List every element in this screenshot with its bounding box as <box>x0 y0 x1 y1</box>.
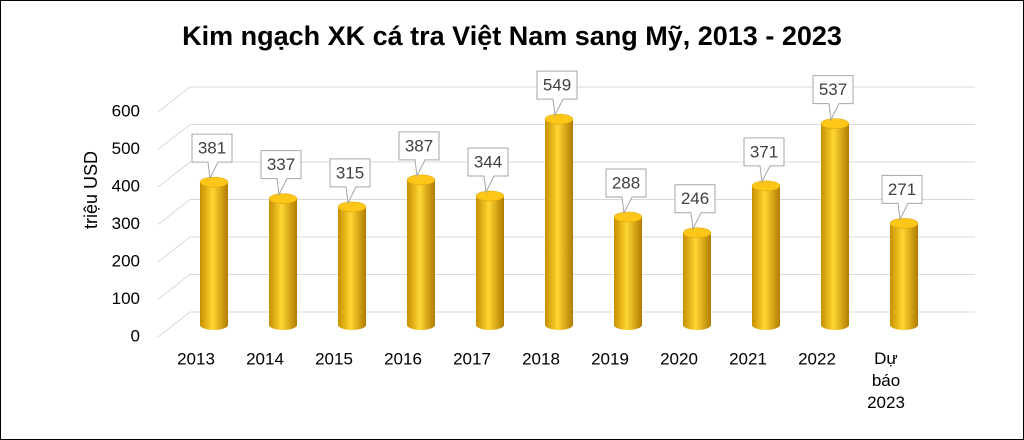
value-label: 344 <box>474 152 502 171</box>
callout <box>881 174 923 222</box>
bar <box>337 201 367 330</box>
bar-top <box>475 190 505 202</box>
grid-line <box>157 124 975 150</box>
bar-top <box>682 227 712 238</box>
value-label: 371 <box>750 142 778 161</box>
bar-top <box>889 218 919 229</box>
callout <box>743 137 785 184</box>
callout <box>467 147 509 194</box>
value-label: 387 <box>405 136 433 155</box>
bar-body <box>200 182 228 330</box>
value-label: 337 <box>267 155 295 174</box>
value-label: 381 <box>198 139 226 158</box>
bar <box>475 190 505 330</box>
bar <box>889 218 919 330</box>
bar <box>199 176 229 330</box>
x-tick-label: 2021 <box>729 349 767 368</box>
x-tick-label: 2013 <box>177 349 215 368</box>
x-tick-label: 2016 <box>384 349 422 368</box>
bar-body <box>476 196 504 330</box>
y-tick-label: 100 <box>112 289 140 308</box>
bar <box>613 211 643 330</box>
bar-body <box>752 185 780 330</box>
bar-top <box>268 193 298 204</box>
bar-top <box>337 201 367 213</box>
bar-top <box>199 176 229 188</box>
bar <box>751 180 781 330</box>
y-tick-label: 600 <box>112 101 140 120</box>
bar-body <box>338 206 366 330</box>
bar <box>682 227 712 330</box>
value-label: 537 <box>819 80 847 99</box>
bar <box>406 174 436 330</box>
bar <box>820 118 850 330</box>
grid-line <box>157 161 975 188</box>
x-tick-label: 2020 <box>660 349 698 368</box>
grid-line <box>157 274 975 300</box>
bar-body <box>890 223 918 330</box>
callout <box>329 158 371 205</box>
y-axis-label: triệu USD <box>81 151 101 229</box>
x-tick-label: 2014 <box>246 349 284 368</box>
chart-title: Kim ngạch XK cá tra Việt Nam sang Mỹ, 20… <box>182 21 842 51</box>
grid-line <box>157 311 975 338</box>
bar-top <box>544 113 574 125</box>
callout <box>536 70 578 117</box>
bar-body <box>407 179 435 330</box>
y-tick-label: 200 <box>112 251 140 270</box>
bar-top <box>406 174 436 186</box>
y-tick-label: 0 <box>131 326 140 345</box>
bar-body <box>614 217 642 330</box>
x-tick-label: 2022 <box>798 349 836 368</box>
value-label: 246 <box>681 189 709 208</box>
x-tick-label: 2015 <box>315 349 353 368</box>
callout <box>398 131 440 178</box>
y-tick-label: 400 <box>112 176 140 195</box>
callout <box>674 184 716 231</box>
x-tick-label: 2018 <box>522 349 560 368</box>
value-label: 288 <box>612 173 640 192</box>
callout <box>260 150 302 197</box>
x-tick-label: Dự báo 2023 <box>867 349 905 412</box>
value-label: 271 <box>888 180 916 199</box>
bar-top <box>751 180 781 192</box>
x-tick-label: 2019 <box>591 349 629 368</box>
y-tick-label: 300 <box>112 214 140 233</box>
bar-top <box>613 211 643 223</box>
bar <box>268 193 298 330</box>
bar-body <box>545 119 573 330</box>
value-label: 315 <box>336 163 364 182</box>
y-tick-label: 500 <box>112 139 140 158</box>
bar-body <box>683 232 711 330</box>
callout <box>191 133 233 180</box>
callout <box>812 75 854 122</box>
grid-line <box>157 236 975 263</box>
x-tick-label: 2017 <box>453 349 491 368</box>
bar-body <box>821 123 849 330</box>
value-label: 549 <box>543 76 571 95</box>
bar-body <box>269 198 297 330</box>
grid-line <box>157 86 975 113</box>
bar-top <box>820 118 850 129</box>
bar <box>544 113 574 330</box>
callout <box>605 168 647 215</box>
